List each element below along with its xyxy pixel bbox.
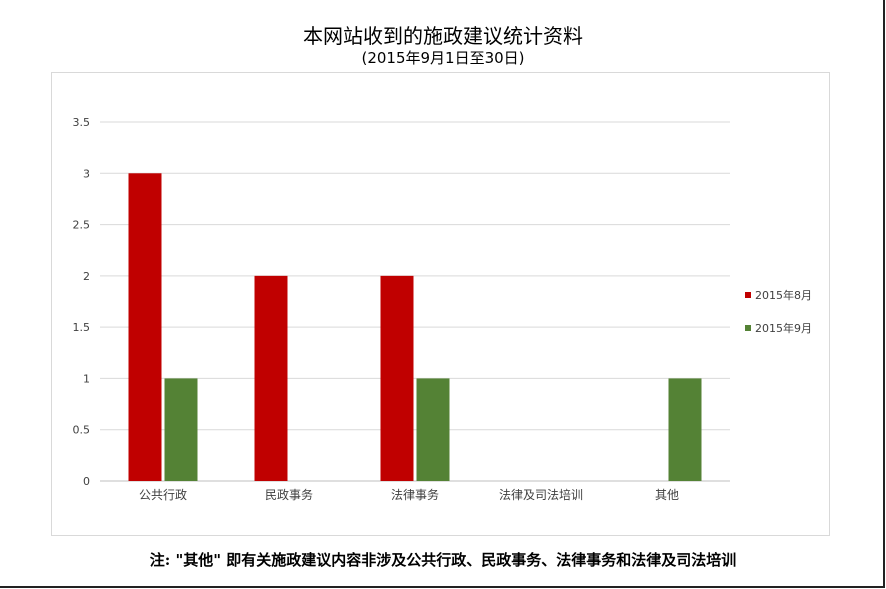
x-tick-label: 法律事务 <box>391 487 439 502</box>
bar <box>380 275 414 481</box>
footnote: 注: "其他" 即有关施政建议内容非涉及公共行政、民政事务、法律事务和法律及司法… <box>149 551 737 569</box>
y-tick-label: 0.5 <box>73 424 91 437</box>
bar <box>416 378 450 481</box>
y-tick-label: 3 <box>83 167 90 180</box>
bar <box>164 378 198 481</box>
y-tick-label: 1 <box>83 372 90 385</box>
legend-swatch <box>745 292 751 298</box>
x-tick-label: 法律及司法培训 <box>499 487 583 502</box>
bar <box>668 378 702 481</box>
x-tick-label: 其他 <box>655 488 679 502</box>
bar <box>254 275 288 481</box>
y-tick-label: 2 <box>83 270 90 283</box>
y-tick-label: 2.5 <box>73 219 91 232</box>
y-tick-label: 3.5 <box>73 116 91 129</box>
legend-label: 2015年9月 <box>755 321 812 335</box>
legend-swatch <box>745 325 751 331</box>
y-tick-label: 1.5 <box>73 321 91 334</box>
bar <box>128 173 162 482</box>
y-tick-label: 0 <box>83 475 90 488</box>
x-tick-label: 公共行政 <box>139 488 187 502</box>
legend-label: 2015年8月 <box>755 288 812 302</box>
chart-title: 本网站收到的施政建议统计资料 <box>303 24 583 48</box>
x-tick-label: 民政事务 <box>265 487 313 502</box>
chart-subtitle: (2015年9月1日至30日) <box>361 49 525 67</box>
